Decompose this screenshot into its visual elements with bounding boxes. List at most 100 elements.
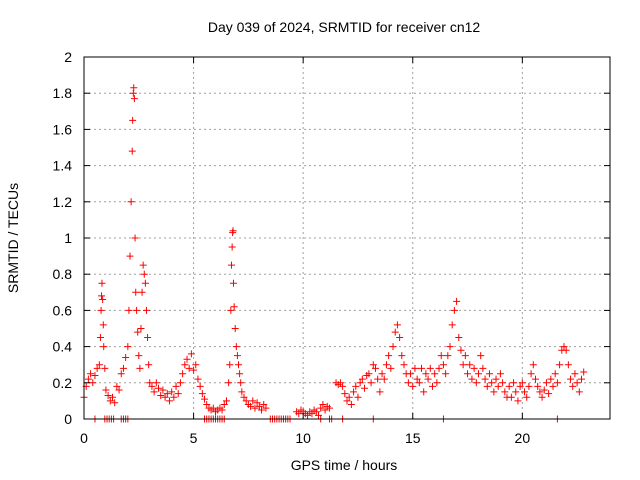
data-point: [442, 370, 450, 378]
data-point: [228, 243, 236, 251]
data-point: [295, 410, 303, 418]
data-point: [249, 397, 257, 405]
data-point: [260, 401, 268, 409]
data-point: [227, 261, 235, 269]
data-point: [304, 411, 312, 419]
data-point: [361, 384, 369, 392]
data-point: [115, 386, 123, 394]
data-point: [315, 411, 323, 419]
data-point: [113, 382, 121, 390]
data-point: [251, 404, 259, 412]
data-point: [231, 325, 239, 332]
y-axis-label: SRMTID / TECUs: [5, 183, 21, 293]
data-point: [339, 382, 347, 390]
data-point: [185, 364, 193, 372]
data-point: [444, 352, 452, 360]
data-point: [341, 390, 349, 398]
data-point: [418, 364, 426, 372]
data-point: [131, 234, 139, 242]
data-point: [229, 227, 237, 235]
data-point: [238, 388, 246, 396]
data-point: [117, 370, 125, 378]
data-point: [490, 388, 498, 396]
data-point: [453, 297, 461, 305]
y-tick-label: 0.8: [53, 266, 73, 282]
data-point: [380, 375, 388, 383]
data-point: [93, 364, 101, 372]
data-point: [542, 379, 550, 387]
data-point: [404, 379, 412, 387]
data-point: [470, 364, 478, 372]
data-point: [181, 361, 189, 369]
data-point: [124, 343, 132, 351]
data-point: [144, 334, 152, 342]
y-tick-label: 0.6: [53, 302, 73, 318]
data-point: [492, 375, 500, 383]
data-point: [312, 408, 320, 416]
data-point: [512, 388, 520, 396]
data-point: [119, 364, 127, 372]
data-point: [99, 321, 107, 329]
data-point: [450, 306, 458, 314]
y-tick-label: 0.2: [53, 375, 73, 391]
data-point: [496, 370, 504, 378]
data-point: [483, 382, 491, 390]
data-point: [358, 375, 366, 383]
data-point: [161, 393, 169, 401]
data-point: [201, 395, 209, 403]
data-point: [99, 296, 107, 304]
data-point: [148, 382, 156, 390]
x-tick-labels: 0 5 10 15 20: [80, 430, 530, 446]
data-point: [152, 379, 160, 387]
data-point: [125, 306, 133, 314]
x-tick-label: 0: [80, 430, 88, 446]
data-point: [448, 321, 456, 329]
data-point: [505, 382, 513, 390]
data-point: [227, 306, 235, 314]
data-point: [106, 397, 114, 405]
data-point: [461, 352, 469, 360]
data-point: [391, 328, 399, 336]
data-point: [523, 393, 531, 401]
data-point: [525, 382, 533, 390]
data-point: [159, 386, 167, 394]
data-point: [196, 382, 204, 390]
data-point: [142, 306, 150, 314]
data-point: [133, 306, 141, 314]
data-point: [138, 288, 146, 296]
data-point: [398, 352, 406, 360]
data-point: [407, 370, 415, 378]
data-point: [580, 368, 588, 376]
data-point: [146, 379, 154, 387]
data-point: [194, 375, 202, 383]
data-point: [145, 361, 153, 369]
data-point: [413, 375, 421, 383]
data-point: [369, 361, 377, 369]
data-point: [129, 116, 137, 124]
data-point: [382, 361, 390, 369]
data-point: [135, 352, 143, 360]
grid-lines: [84, 57, 610, 419]
data-point: [494, 382, 502, 390]
data-point: [222, 397, 230, 405]
data-points: [80, 84, 588, 423]
data-point: [89, 379, 97, 387]
data-point: [179, 370, 187, 378]
data-point: [393, 321, 401, 329]
data-point: [136, 364, 144, 372]
data-point: [426, 364, 434, 372]
data-point: [321, 406, 329, 414]
data-point: [347, 401, 355, 409]
data-point: [319, 401, 327, 409]
data-point: [168, 388, 176, 396]
data-point: [127, 198, 135, 206]
data-point: [507, 393, 515, 401]
data-point: [571, 370, 579, 378]
data-point: [396, 334, 404, 342]
data-point: [172, 382, 180, 390]
data-point: [262, 404, 270, 412]
data-point: [87, 370, 95, 378]
data-point: [183, 355, 191, 363]
data-point: [556, 361, 564, 369]
